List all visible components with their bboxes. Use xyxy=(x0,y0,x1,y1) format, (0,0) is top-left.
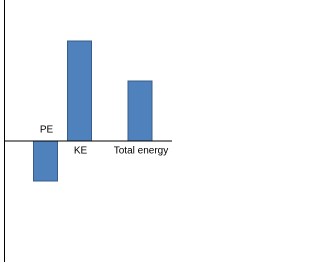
category-label: Total energy xyxy=(114,146,168,157)
category-label: PE xyxy=(40,125,54,136)
chart: PE KE Total energy xyxy=(4,0,172,262)
bar xyxy=(33,140,58,182)
bar xyxy=(127,80,153,142)
bar xyxy=(67,40,92,142)
category-label: KE xyxy=(74,146,88,157)
